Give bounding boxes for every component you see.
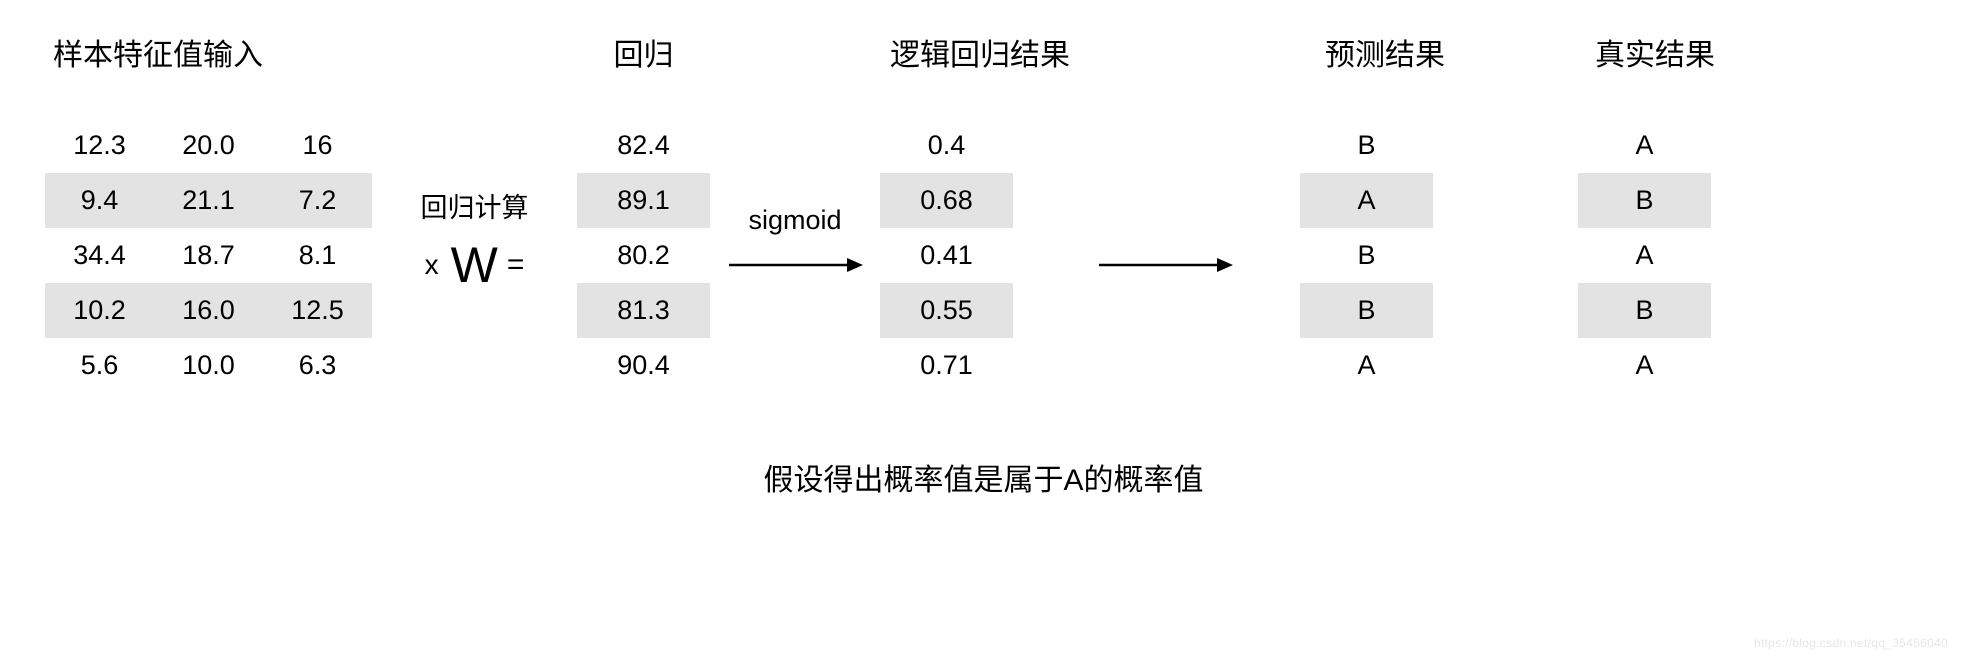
watermark: https://blog.csdn.net/qq_35456040 — [1754, 636, 1948, 650]
feature-col-1: 20.0 21.1 18.7 16.0 10.0 — [154, 118, 263, 393]
header-prediction: 预测结果 — [1300, 30, 1470, 74]
prediction-cell: A — [1300, 173, 1433, 228]
classify-operator — [1080, 118, 1250, 393]
header-actual: 真实结果 — [1570, 30, 1740, 74]
feature-cell: 6.3 — [263, 338, 372, 393]
prediction-cell: B — [1300, 283, 1433, 338]
logistic-cell: 0.71 — [880, 338, 1013, 393]
regression-cell: 90.4 — [577, 338, 710, 393]
feature-cell: 12.3 — [45, 118, 154, 173]
data-row: 12.3 9.4 34.4 10.2 5.6 20.0 21.1 18.7 16… — [45, 118, 1922, 393]
w-symbol: W — [451, 236, 495, 294]
feature-cell: 7.2 — [263, 173, 372, 228]
regression-calc-label: 回归计算 — [421, 186, 529, 218]
headers-row: 样本特征值输入 回归 逻辑回归结果 预测结果 真实结果 — [45, 30, 1922, 74]
logistic-cell: 0.68 — [880, 173, 1013, 228]
actual-cell: B — [1578, 173, 1711, 228]
logistic-column: 0.4 0.68 0.41 0.55 0.71 — [880, 118, 1013, 393]
actual-cell: A — [1578, 338, 1711, 393]
regression-operator: 回归计算 x W = — [372, 118, 577, 393]
feature-cell: 21.1 — [154, 173, 263, 228]
regression-cell: 89.1 — [577, 173, 710, 228]
feature-cell: 9.4 — [45, 173, 154, 228]
header-logistic: 逻辑回归结果 — [880, 30, 1080, 74]
equals-symbol: = — [507, 248, 525, 282]
logistic-cell: 0.55 — [880, 283, 1013, 338]
feature-cell: 18.7 — [154, 228, 263, 283]
feature-cell: 10.0 — [154, 338, 263, 393]
feature-cell: 12.5 — [263, 283, 372, 338]
logistic-cell: 0.41 — [880, 228, 1013, 283]
header-features: 样本特征值输入 — [45, 30, 372, 74]
actual-cell: A — [1578, 228, 1711, 283]
actual-cell: B — [1578, 283, 1711, 338]
actual-cell: A — [1578, 118, 1711, 173]
prediction-cell: A — [1300, 338, 1433, 393]
feature-cell: 8.1 — [263, 228, 372, 283]
prediction-column: B A B B A — [1300, 118, 1433, 393]
feature-col-0: 12.3 9.4 34.4 10.2 5.6 — [45, 118, 154, 393]
arrow-icon — [725, 255, 865, 275]
feature-col-2: 16 7.2 8.1 12.5 6.3 — [263, 118, 372, 393]
feature-matrix: 12.3 9.4 34.4 10.2 5.6 20.0 21.1 18.7 16… — [45, 118, 372, 393]
feature-cell: 16 — [263, 118, 372, 173]
sigmoid-operator: sigmoid — [710, 118, 880, 393]
feature-cell: 10.2 — [45, 283, 154, 338]
feature-cell: 34.4 — [45, 228, 154, 283]
regression-cell: 82.4 — [577, 118, 710, 173]
regression-cell: 80.2 — [577, 228, 710, 283]
arrow-icon — [1095, 255, 1235, 275]
header-regression: 回归 — [577, 30, 710, 74]
prediction-cell: B — [1300, 228, 1433, 283]
actual-column: A B A B A — [1578, 118, 1711, 393]
prediction-cell: B — [1300, 118, 1433, 173]
footer-note: 假设得出概率值是属于A的概率值 — [45, 455, 1922, 499]
feature-cell: 16.0 — [154, 283, 263, 338]
regression-cell: 81.3 — [577, 283, 710, 338]
logistic-cell: 0.4 — [880, 118, 1013, 173]
regression-column: 82.4 89.1 80.2 81.3 90.4 — [577, 118, 710, 393]
feature-cell: 20.0 — [154, 118, 263, 173]
sigmoid-label: sigmoid — [748, 205, 841, 237]
multiply-symbol: x — [425, 249, 439, 281]
feature-cell: 5.6 — [45, 338, 154, 393]
